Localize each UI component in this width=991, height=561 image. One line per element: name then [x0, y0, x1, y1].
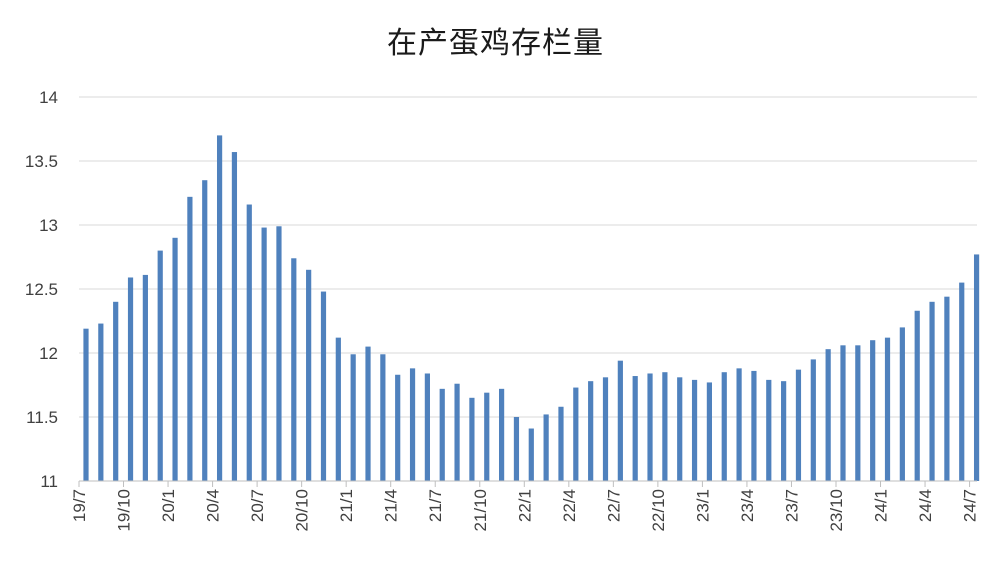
- y-tick-label: 14: [39, 88, 58, 107]
- bar: [172, 237, 178, 481]
- y-tick-label: 11: [40, 472, 58, 491]
- bar: [973, 254, 980, 481]
- bar: [395, 374, 401, 481]
- y-tick-label: 13: [39, 216, 58, 235]
- bar: [766, 379, 772, 481]
- x-tick-label: 23/7: [782, 489, 801, 522]
- chart-title: 在产蛋鸡存栏量: [387, 26, 604, 61]
- bar: [840, 345, 846, 481]
- x-tick-label: 23/1: [693, 489, 712, 522]
- bar: [306, 269, 312, 481]
- bar: [781, 381, 787, 481]
- bar: [513, 417, 520, 481]
- bar: [558, 406, 564, 481]
- bar: [469, 397, 475, 481]
- bar: [870, 340, 876, 481]
- x-tick-label: 21/4: [382, 489, 401, 522]
- bar: [350, 354, 356, 481]
- bar: [736, 368, 742, 481]
- x-tick-label: 19/7: [70, 489, 89, 522]
- bar: [335, 337, 341, 481]
- x-tick-label: 21/10: [471, 489, 490, 532]
- bar: [899, 327, 905, 481]
- bar: [662, 372, 668, 481]
- bar: [691, 379, 698, 481]
- x-tick-label: 20/10: [293, 489, 312, 532]
- bar: [528, 428, 534, 481]
- bar: [499, 388, 505, 481]
- x-tick-label: 20/1: [159, 489, 178, 522]
- bar: [914, 310, 920, 481]
- x-tick-label: 22/10: [649, 489, 668, 532]
- bar: [484, 392, 490, 481]
- bar: [795, 369, 802, 481]
- bar: [959, 282, 965, 481]
- x-tick-label: 20/4: [204, 489, 223, 522]
- x-tick-label: 24/4: [916, 489, 935, 522]
- x-tick-label: 24/7: [961, 489, 980, 522]
- bar: [439, 388, 445, 481]
- bar: [929, 301, 935, 481]
- bar: [424, 373, 430, 481]
- bar: [751, 370, 757, 481]
- bar: [142, 274, 148, 481]
- grid-lines: [79, 96, 977, 418]
- bar: [543, 414, 549, 481]
- bar: [884, 337, 891, 481]
- bar: [825, 349, 831, 481]
- bar: [454, 383, 460, 481]
- bar: [409, 368, 416, 481]
- x-tick-label: 24/1: [872, 489, 891, 522]
- bar: [231, 152, 238, 482]
- x-tick-label: 22/7: [604, 489, 623, 522]
- bar: [291, 258, 297, 481]
- bar: [647, 373, 653, 481]
- bar: [187, 196, 193, 481]
- bar: [944, 296, 950, 481]
- bar: [246, 204, 252, 481]
- x-tick-label: 22/1: [515, 489, 534, 522]
- x-tick-label: 21/1: [337, 489, 356, 522]
- x-tick-label: 23/4: [738, 489, 757, 522]
- x-axis-labels: 19/7 19/10 20/1 20/4 20/7 20/10 21/1 21/4 21/7 21…: [70, 489, 980, 532]
- bar: [157, 250, 163, 481]
- x-tick-label: 20/7: [248, 489, 267, 522]
- bar: [380, 354, 386, 481]
- bar: [276, 226, 282, 481]
- y-tick-label: 12: [39, 344, 58, 363]
- bar: [320, 291, 327, 481]
- bar: [83, 328, 89, 481]
- bar: [810, 359, 816, 481]
- bar: [855, 345, 861, 481]
- y-tick-label: 13.5: [25, 152, 58, 171]
- bar: [677, 377, 683, 481]
- bar: [721, 372, 727, 481]
- bar: [216, 135, 223, 481]
- bar: [127, 277, 134, 481]
- bar: [365, 346, 371, 481]
- x-axis: [78, 480, 977, 487]
- x-tick-label: 19/10: [115, 489, 134, 532]
- bar: [98, 323, 104, 481]
- bar: [588, 381, 594, 481]
- bar: [632, 376, 638, 481]
- bar: [706, 382, 712, 481]
- bar: [602, 377, 609, 481]
- x-tick-label: 21/7: [426, 489, 445, 522]
- x-tick-label: 22/4: [560, 489, 579, 522]
- y-axis-labels: 11 11.5 12 12.5 13 13.5 14: [25, 88, 58, 491]
- y-tick-label: 11.5: [26, 408, 58, 427]
- y-tick-label: 12.5: [25, 280, 58, 299]
- x-tick-label: 23/10: [827, 489, 846, 532]
- bar: [617, 360, 623, 481]
- bar: [261, 227, 267, 481]
- bar: [202, 180, 208, 481]
- bar-series: [83, 135, 980, 482]
- bar: [113, 301, 119, 481]
- bar: [573, 387, 579, 481]
